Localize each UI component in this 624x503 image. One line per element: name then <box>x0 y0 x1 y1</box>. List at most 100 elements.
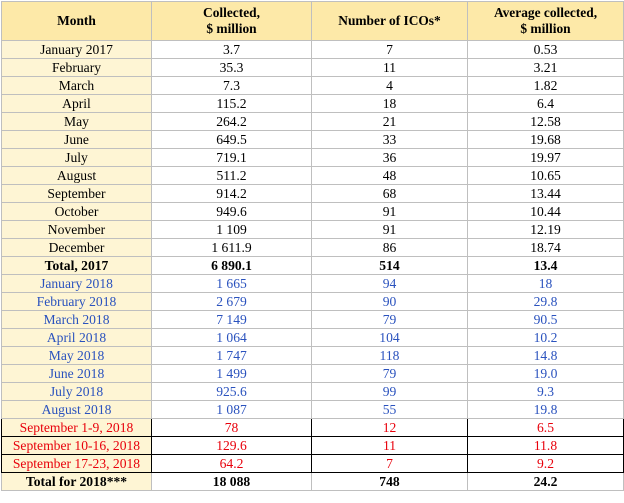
table-row: October 949.6 91 10.44 <box>1 202 624 221</box>
header-avg-line1: Average collected, <box>493 5 598 20</box>
cell-collected: 1 665 <box>151 274 312 293</box>
cell-icos: 91 <box>311 220 468 239</box>
cell-month: August <box>1 166 152 185</box>
cell-avg: 0.53 <box>467 40 624 59</box>
table-row: May 264.2 21 12.58 <box>1 112 624 131</box>
cell-month: April 2018 <box>1 328 152 347</box>
cell-month: January 2017 <box>1 40 152 59</box>
cell-collected: 1 064 <box>151 328 312 347</box>
header-avg-line2: $ million <box>520 21 571 36</box>
cell-avg: 6.5 <box>467 418 624 437</box>
cell-icos: 118 <box>311 346 468 365</box>
cell-icos: 11 <box>311 436 468 455</box>
cell-collected: 3.7 <box>151 40 312 59</box>
cell-avg: 9.3 <box>467 382 624 401</box>
cell-avg: 10.2 <box>467 328 624 347</box>
cell-avg: 19.68 <box>467 130 624 149</box>
cell-avg: 3.21 <box>467 58 624 77</box>
cell-month: Total for 2018*** <box>1 472 152 491</box>
cell-icos: 21 <box>311 112 468 131</box>
cell-collected: 914.2 <box>151 184 312 203</box>
cell-avg: 11.8 <box>467 436 624 455</box>
table-row: November 1 109 91 12.19 <box>1 220 624 239</box>
table-row: June 2018 1 499 79 19.0 <box>1 364 624 383</box>
cell-avg: 12.19 <box>467 220 624 239</box>
table-row: December 1 611.9 86 18.74 <box>1 238 624 257</box>
cell-month: September <box>1 184 152 203</box>
header-avg: Average collected, $ million <box>467 1 624 41</box>
cell-month: December <box>1 238 152 257</box>
cell-month: August 2018 <box>1 400 152 419</box>
cell-month: October <box>1 202 152 221</box>
cell-collected: 925.6 <box>151 382 312 401</box>
header-month: Month <box>1 1 152 41</box>
table-row: July 2018 925.6 99 9.3 <box>1 382 624 401</box>
cell-icos: 11 <box>311 58 468 77</box>
cell-icos: 79 <box>311 364 468 383</box>
cell-avg: 1.82 <box>467 76 624 95</box>
cell-month: July 2018 <box>1 382 152 401</box>
cell-collected: 1 611.9 <box>151 238 312 257</box>
cell-avg: 6.4 <box>467 94 624 113</box>
cell-month: January 2018 <box>1 274 152 293</box>
cell-avg: 9.2 <box>467 454 624 473</box>
cell-icos: 90 <box>311 292 468 311</box>
table-row: April 2018 1 064 104 10.2 <box>1 328 624 347</box>
cell-month: November <box>1 220 152 239</box>
cell-collected: 6 890.1 <box>151 256 312 275</box>
cell-icos: 104 <box>311 328 468 347</box>
cell-month: May 2018 <box>1 346 152 365</box>
table-row: May 2018 1 747 118 14.8 <box>1 346 624 365</box>
header-collected: Collected, $ million <box>151 1 312 41</box>
cell-collected: 18 088 <box>151 472 312 491</box>
cell-month: September 17-23, 2018 <box>1 454 152 473</box>
cell-collected: 949.6 <box>151 202 312 221</box>
cell-collected: 2 679 <box>151 292 312 311</box>
cell-avg: 19.8 <box>467 400 624 419</box>
header-row: Month Collected, $ million Number of ICO… <box>1 1 624 41</box>
cell-collected: 264.2 <box>151 112 312 131</box>
cell-month: June 2018 <box>1 364 152 383</box>
cell-icos: 7 <box>311 454 468 473</box>
cell-collected: 1 499 <box>151 364 312 383</box>
cell-icos: 7 <box>311 40 468 59</box>
cell-icos: 94 <box>311 274 468 293</box>
cell-collected: 1 109 <box>151 220 312 239</box>
cell-avg: 10.44 <box>467 202 624 221</box>
cell-month: April <box>1 94 152 113</box>
table-row: January 2018 1 665 94 18 <box>1 274 624 293</box>
cell-collected: 129.6 <box>151 436 312 455</box>
cell-collected: 7.3 <box>151 76 312 95</box>
cell-collected: 78 <box>151 418 312 437</box>
cell-month: March <box>1 76 152 95</box>
cell-collected: 719.1 <box>151 148 312 167</box>
table-row: March 7.3 4 1.82 <box>1 76 624 95</box>
cell-collected: 115.2 <box>151 94 312 113</box>
table-row: August 2018 1 087 55 19.8 <box>1 400 624 419</box>
cell-icos: 68 <box>311 184 468 203</box>
total-2018-row: Total for 2018*** 18 088 748 24.2 <box>1 472 624 491</box>
table-row: September 10-16, 2018 129.6 11 11.8 <box>1 436 624 455</box>
cell-avg: 24.2 <box>467 472 624 491</box>
cell-avg: 29.8 <box>467 292 624 311</box>
table-row: July 719.1 36 19.97 <box>1 148 624 167</box>
cell-collected: 7 149 <box>151 310 312 329</box>
cell-avg: 12.58 <box>467 112 624 131</box>
cell-icos: 99 <box>311 382 468 401</box>
cell-icos: 4 <box>311 76 468 95</box>
table-row: September 914.2 68 13.44 <box>1 184 624 203</box>
table-row: March 2018 7 149 79 90.5 <box>1 310 624 329</box>
cell-avg: 19.97 <box>467 148 624 167</box>
cell-collected: 511.2 <box>151 166 312 185</box>
cell-month: March 2018 <box>1 310 152 329</box>
cell-month: February 2018 <box>1 292 152 311</box>
cell-icos: 514 <box>311 256 468 275</box>
table-body: January 2017 3.7 7 0.53 February 35.3 11 3.21 … <box>1 40 624 491</box>
cell-month: September 1-9, 2018 <box>1 418 152 437</box>
cell-avg: 14.8 <box>467 346 624 365</box>
cell-icos: 18 <box>311 94 468 113</box>
cell-collected: 64.2 <box>151 454 312 473</box>
cell-month: Total, 2017 <box>1 256 152 275</box>
header-collected-line1: Collected, <box>203 5 260 20</box>
cell-avg: 10.65 <box>467 166 624 185</box>
